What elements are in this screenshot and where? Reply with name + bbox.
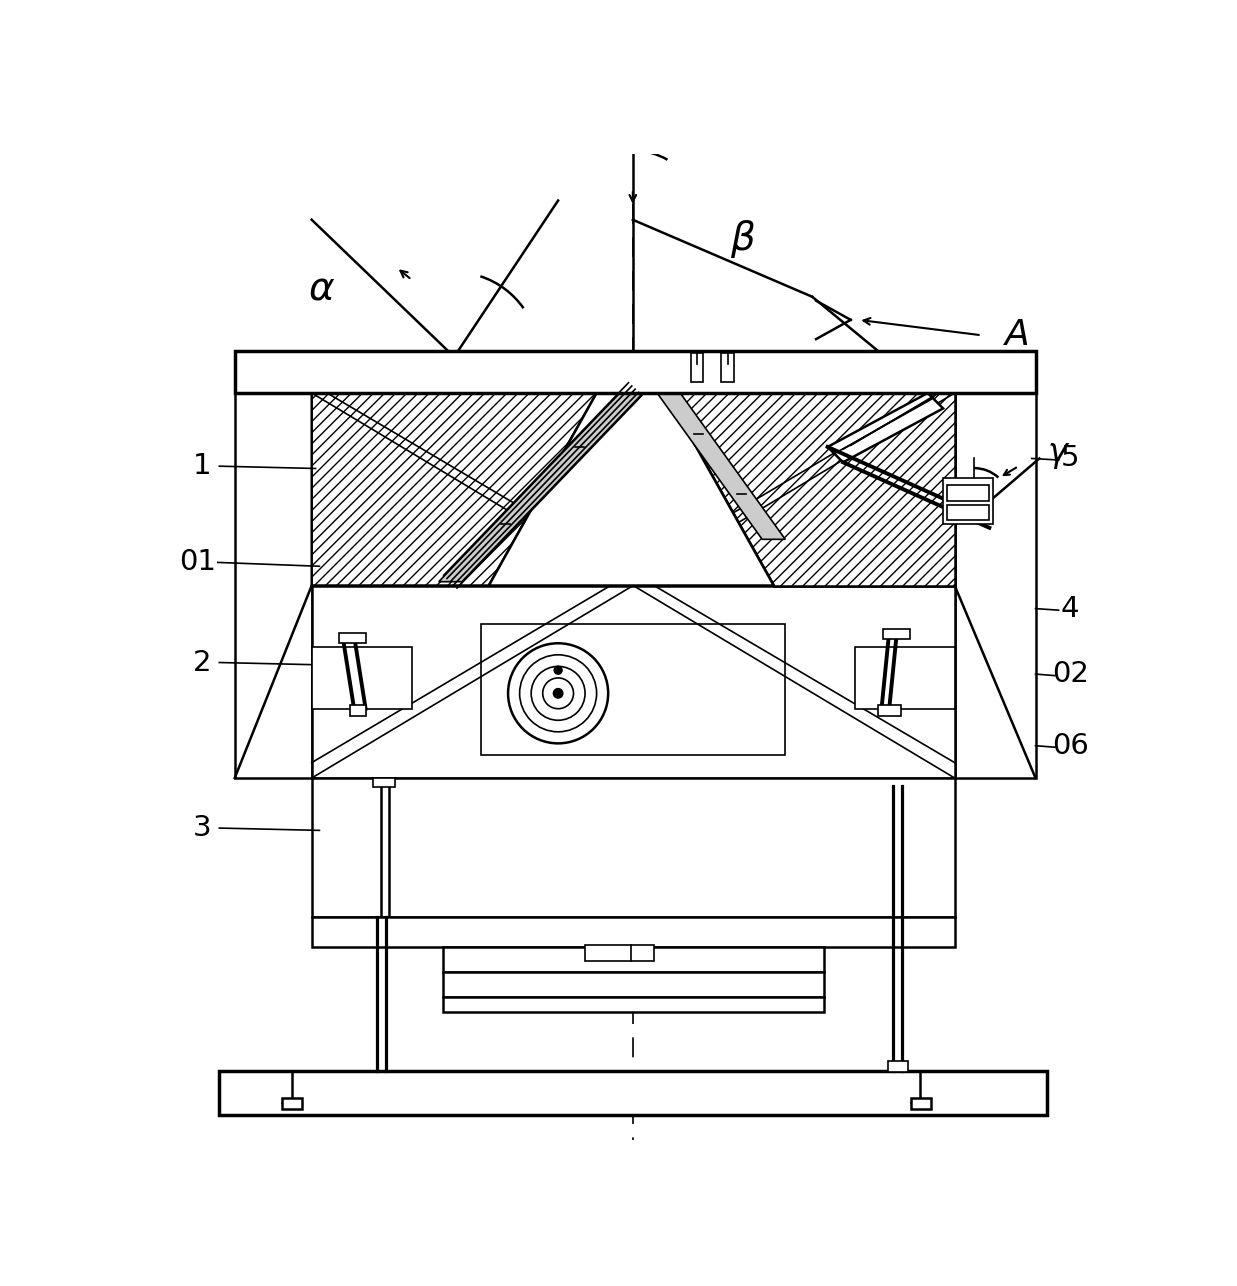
Text: 4: 4 <box>1061 594 1080 622</box>
Text: $\beta$: $\beta$ <box>730 219 756 260</box>
Polygon shape <box>312 394 596 585</box>
Bar <box>374 778 395 787</box>
Text: 01: 01 <box>179 548 216 576</box>
Bar <box>855 647 955 709</box>
Bar <box>219 1071 1047 1115</box>
Bar <box>943 477 993 523</box>
Bar <box>312 585 955 778</box>
Bar <box>948 504 990 520</box>
Polygon shape <box>439 390 647 581</box>
Bar <box>585 945 654 961</box>
Text: 02: 02 <box>1051 660 1089 688</box>
Bar <box>339 633 366 643</box>
Text: $\alpha$: $\alpha$ <box>308 270 335 307</box>
Bar <box>312 394 955 585</box>
Bar <box>443 972 824 997</box>
Bar <box>883 629 910 639</box>
Bar <box>235 394 312 778</box>
Bar <box>235 351 1035 394</box>
Polygon shape <box>666 394 955 585</box>
Polygon shape <box>654 390 785 539</box>
Bar <box>443 948 824 972</box>
Bar <box>350 705 366 716</box>
Text: 2: 2 <box>193 648 212 676</box>
Bar <box>312 647 412 709</box>
Bar <box>721 352 734 382</box>
Bar <box>878 705 901 716</box>
Circle shape <box>508 643 609 743</box>
Bar <box>690 352 703 382</box>
Text: 06: 06 <box>1051 732 1089 760</box>
Bar <box>948 485 990 500</box>
Circle shape <box>553 689 563 698</box>
Polygon shape <box>489 394 773 585</box>
Text: $\gamma$: $\gamma$ <box>1047 439 1070 471</box>
Bar <box>312 917 955 948</box>
Bar <box>443 997 824 1012</box>
Bar <box>481 624 785 755</box>
Circle shape <box>543 678 574 709</box>
Text: 5: 5 <box>1061 445 1080 472</box>
Bar <box>282 1097 303 1109</box>
Text: 3: 3 <box>193 814 212 842</box>
Circle shape <box>520 655 596 732</box>
Bar <box>955 394 1035 778</box>
Bar <box>312 778 955 917</box>
Text: 1: 1 <box>193 453 212 480</box>
Circle shape <box>554 666 562 674</box>
Text: $A$: $A$ <box>1003 318 1029 352</box>
Polygon shape <box>828 394 943 463</box>
Bar <box>910 1097 930 1109</box>
Circle shape <box>531 666 585 720</box>
Bar <box>888 1061 908 1073</box>
